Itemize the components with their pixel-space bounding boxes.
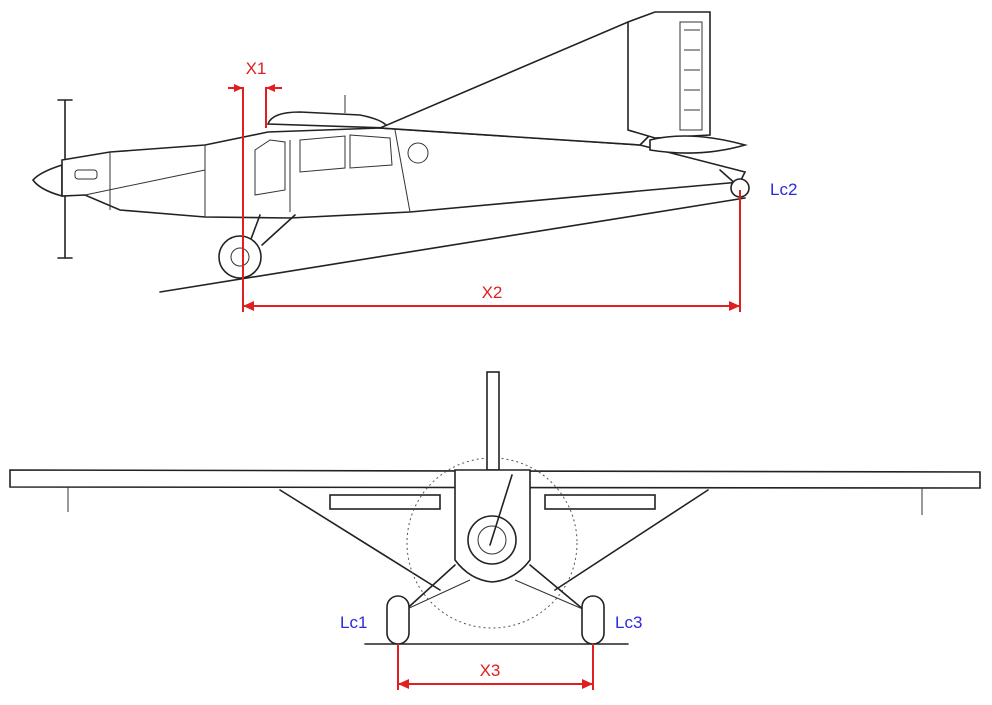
front-propeller-blade xyxy=(489,474,513,546)
side-main-wheel-hub xyxy=(230,247,250,267)
front-main-wheel-left xyxy=(386,595,410,645)
side-windshield xyxy=(254,139,286,196)
x3-arrowhead-left xyxy=(398,679,409,689)
front-wing-strut-right xyxy=(554,489,709,591)
front-wing-strut-left xyxy=(279,489,441,591)
front-gear-brace-left xyxy=(404,579,471,611)
side-fuselage xyxy=(61,127,747,219)
x3-label: X3 xyxy=(480,661,501,680)
x2-arrowhead-left xyxy=(243,301,254,311)
side-ground-line xyxy=(159,197,746,293)
side-cowl-line xyxy=(84,169,206,196)
front-main-gear-right-leg xyxy=(529,564,591,616)
front-flap-right xyxy=(544,494,656,510)
front-main-wheel-right xyxy=(581,595,605,645)
side-window-1 xyxy=(299,135,346,173)
x2-label: X2 xyxy=(482,283,503,302)
side-rudder-hinge-panel xyxy=(679,21,703,131)
side-window-2 xyxy=(349,134,393,169)
side-horizontal-stabilizer xyxy=(649,135,748,154)
lc2-label: Lc2 xyxy=(770,180,797,199)
side-window-round xyxy=(407,142,429,164)
x2-arrowhead-right xyxy=(729,301,740,311)
front-view-dimensions xyxy=(397,644,594,690)
side-view-aircraft xyxy=(31,11,750,293)
front-view-aircraft xyxy=(9,371,981,645)
front-vertical-tail xyxy=(486,371,500,471)
x1-arrowhead-left xyxy=(234,84,243,92)
front-spinner xyxy=(477,525,507,555)
side-view-dimensions xyxy=(228,84,741,312)
lc1-label: Lc1 xyxy=(340,613,367,632)
side-main-gear-brace xyxy=(261,214,296,246)
x1-arrowhead-right xyxy=(266,84,275,92)
front-flap-left xyxy=(329,494,441,510)
side-spinner xyxy=(31,163,63,198)
side-exhaust xyxy=(74,169,98,180)
side-main-wheel xyxy=(218,235,262,279)
side-fuselage-seam xyxy=(394,129,411,213)
front-propeller-disc xyxy=(406,457,578,629)
x3-arrowhead-right xyxy=(582,679,593,689)
side-wing xyxy=(266,111,390,129)
side-rudder xyxy=(627,11,711,139)
front-gear-brace-right xyxy=(514,579,586,611)
lc3-label: Lc3 xyxy=(615,613,642,632)
side-tail-fin-shadow xyxy=(379,17,656,146)
x1-label: X1 xyxy=(246,59,267,78)
